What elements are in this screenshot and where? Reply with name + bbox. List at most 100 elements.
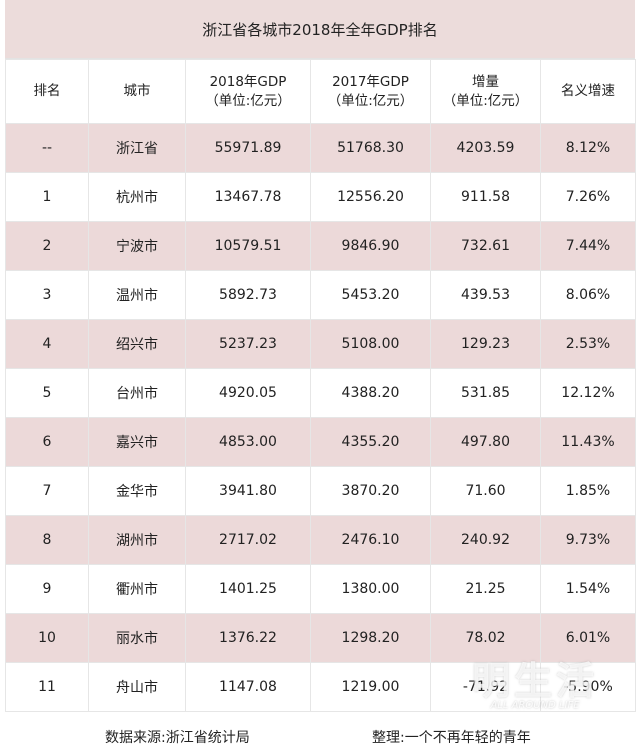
table-cell: 3870.20 (310, 466, 431, 516)
watermark-sub: ALL AROUND LIFE (490, 700, 580, 711)
table-cell: 732.61 (430, 221, 541, 271)
table-cell: 9846.90 (310, 221, 431, 271)
table-cell: 7.44% (540, 221, 636, 271)
table-cell: 杭州市 (88, 172, 186, 222)
table-cell: 4 (5, 319, 89, 369)
table-cell: 5 (5, 368, 89, 418)
table-cell: 1376.22 (185, 613, 311, 663)
table-cell: 1147.08 (185, 662, 311, 712)
table-cell: 6 (5, 417, 89, 467)
table-cell: 12556.20 (310, 172, 431, 222)
table-cell: 9.73% (540, 515, 636, 565)
table-cell: 金华市 (88, 466, 186, 516)
table-cell: -71.92 (430, 662, 541, 712)
header-cell: 排名 (5, 59, 89, 124)
table-cell: 5892.73 (185, 270, 311, 320)
table-cell: 2.53% (540, 319, 636, 369)
header-cell: 2018年GDP （单位:亿元） (185, 59, 311, 124)
table-cell: 129.23 (430, 319, 541, 369)
table-cell: 911.58 (430, 172, 541, 222)
table-cell: 1298.20 (310, 613, 431, 663)
table-cell: 11.43% (540, 417, 636, 467)
table-cell: 10 (5, 613, 89, 663)
table-cell: 绍兴市 (88, 319, 186, 369)
table-cell: 12.12% (540, 368, 636, 418)
table-cell: 6.01% (540, 613, 636, 663)
table-cell: -5.90% (540, 662, 636, 712)
table-cell: 7.26% (540, 172, 636, 222)
header-text: （单位:亿元） (327, 92, 414, 109)
table-cell: 5453.20 (310, 270, 431, 320)
header-text: 排名 (33, 83, 61, 99)
table-container: 浙江省各城市2018年全年GDP排名 排名 城市 2018年GDP （单位:亿元） 20… (5, 0, 636, 712)
header-cell: 2017年GDP （单位:亿元） (310, 59, 431, 124)
table-cell: 3941.80 (185, 466, 311, 516)
table-row: 6 嘉兴市 4853.00 4355.20 497.80 11.43% (5, 417, 636, 467)
table-row: 8 湖州市 2717.02 2476.10 240.92 9.73% (5, 515, 636, 565)
table: 排名 城市 2018年GDP （单位:亿元） 2017年GDP （单位:亿元） 增量 （单位:… (5, 59, 636, 712)
header-row: 排名 城市 2018年GDP （单位:亿元） 2017年GDP （单位:亿元） 增量 （单位:… (5, 59, 636, 124)
footer-editor: 整理:一个不再年轻的青年 (372, 730, 531, 746)
table-cell: 7 (5, 466, 89, 516)
table-row: 2 宁波市 10579.51 9846.90 732.61 7.44% (5, 221, 636, 271)
table-cell: 3 (5, 270, 89, 320)
table-cell: 丽水市 (88, 613, 186, 663)
table-cell: 4355.20 (310, 417, 431, 467)
table-cell: 497.80 (430, 417, 541, 467)
table-cell: 55971.89 (185, 123, 311, 173)
table-cell: 4388.20 (310, 368, 431, 418)
table-cell: 5237.23 (185, 319, 311, 369)
table-cell: 531.85 (430, 368, 541, 418)
header-cell: 增量 （单位:亿元） (430, 59, 541, 124)
table-cell: 4203.59 (430, 123, 541, 173)
table-cell: 13467.78 (185, 172, 311, 222)
header-text: 名义增速 (561, 83, 615, 99)
table-row: 5 台州市 4920.05 4388.20 531.85 12.12% (5, 368, 636, 418)
table-cell: 9 (5, 564, 89, 614)
table-cell: 浙江省 (88, 123, 186, 173)
table-cell: 嘉兴市 (88, 417, 186, 467)
table-cell: 439.53 (430, 270, 541, 320)
table-cell: 衢州市 (88, 564, 186, 614)
table-cell: 71.60 (430, 466, 541, 516)
table-cell: 2 (5, 221, 89, 271)
table-cell: 8.06% (540, 270, 636, 320)
table-row: 9 衢州市 1401.25 1380.00 21.25 1.54% (5, 564, 636, 614)
table-cell: 8.12% (540, 123, 636, 173)
table-row: -- 浙江省 55971.89 51768.30 4203.59 8.12% (5, 123, 636, 173)
table-cell: 8 (5, 515, 89, 565)
header-text: 城市 (123, 83, 151, 99)
table-cell: 宁波市 (88, 221, 186, 271)
table-cell: 240.92 (430, 515, 541, 565)
table-row: 4 绍兴市 5237.23 5108.00 129.23 2.53% (5, 319, 636, 369)
table-cell: 湖州市 (88, 515, 186, 565)
table-cell: 1219.00 (310, 662, 431, 712)
table-cell: 1.54% (540, 564, 636, 614)
table-cell: 2717.02 (185, 515, 311, 565)
table-row: 10 丽水市 1376.22 1298.20 78.02 6.01% (5, 613, 636, 663)
table-cell: 1 (5, 172, 89, 222)
table-row: 7 金华市 3941.80 3870.20 71.60 1.85% (5, 466, 636, 516)
table-cell: 2476.10 (310, 515, 431, 565)
table-cell: 78.02 (430, 613, 541, 663)
footer-source: 数据来源:浙江省统计局 (105, 730, 250, 746)
table-cell: 5108.00 (310, 319, 431, 369)
table-cell: 4853.00 (185, 417, 311, 467)
header-cell: 城市 (88, 59, 186, 124)
table-cell: 21.25 (430, 564, 541, 614)
watermark: 明生活 (471, 659, 598, 703)
table-cell: 11 (5, 662, 89, 712)
table-cell: 51768.30 (310, 123, 431, 173)
header-text: 增量 (472, 73, 499, 90)
table-cell: 舟山市 (88, 662, 186, 712)
header-text: （单位:亿元） (442, 92, 529, 109)
table-row: 1 杭州市 13467.78 12556.20 911.58 7.26% (5, 172, 636, 222)
table-cell: 4920.05 (185, 368, 311, 418)
table-row: 3 温州市 5892.73 5453.20 439.53 8.06% (5, 270, 636, 320)
table-cell: 1380.00 (310, 564, 431, 614)
table-cell: 10579.51 (185, 221, 311, 271)
header-text: 2018年GDP (209, 73, 287, 90)
table-cell: 1401.25 (185, 564, 311, 614)
table-cell: -- (5, 123, 89, 173)
